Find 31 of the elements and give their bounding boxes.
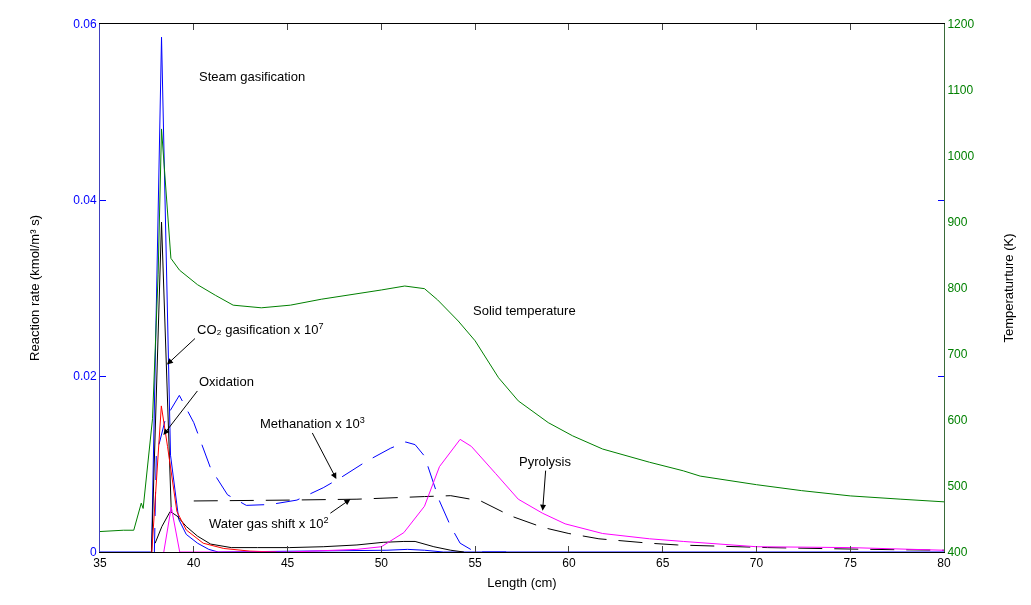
y2-tick-label: 1200 [947, 17, 975, 32]
y2-tick-label: 1000 [947, 149, 975, 164]
y2-tick-label: 800 [947, 281, 968, 296]
annotation: Solid temperature [473, 303, 576, 318]
y2-tick-label: 900 [947, 215, 968, 230]
annotation: Water gas shift x 10$^{2}$ [209, 515, 329, 532]
x-tick-label: 60 [562, 556, 576, 571]
y2-tick-label: 700 [947, 347, 968, 362]
x-tick-label: 40 [187, 556, 201, 571]
y-tick-label: 0.04 [73, 193, 97, 208]
y2-axis-title: Temperaturture (K) [1001, 233, 1017, 343]
x-tick-label: 55 [468, 556, 483, 571]
annotation: Steam gasification [199, 69, 306, 84]
y-tick-label: 0.02 [73, 369, 97, 384]
x-tick-label: 70 [749, 556, 764, 571]
y2-tick-label: 1100 [947, 83, 974, 98]
x-tick-label: 35 [93, 556, 107, 571]
annotation: CO₂ gasification x 10$^{7}$ [197, 321, 324, 338]
y-tick-label: 0.06 [73, 17, 97, 32]
x-tick-label: 80 [937, 556, 951, 571]
x-axis-title: Length (cm) [487, 575, 557, 590]
x-tick-label: 75 [843, 556, 858, 571]
annotation: Pyrolysis [519, 454, 572, 469]
x-tick-label: 65 [655, 556, 670, 571]
y-axis-title: Reaction rate (kmol/m³ s) [27, 215, 43, 361]
annotation: Methanation x 10$^{3}$ [260, 415, 365, 432]
x-tick-label: 50 [374, 556, 389, 571]
x-tick-label: 45 [280, 556, 295, 571]
annotation: Oxidation [199, 374, 254, 389]
y2-tick-label: 500 [947, 479, 968, 494]
y2-tick-label: 600 [947, 413, 968, 428]
